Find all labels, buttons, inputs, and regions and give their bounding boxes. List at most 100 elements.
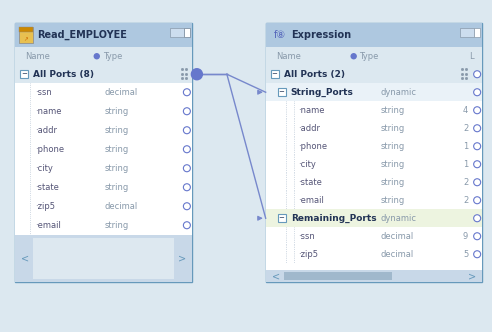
FancyBboxPatch shape: [460, 28, 474, 37]
Text: ·email: ·email: [35, 221, 61, 230]
Text: ·addr: ·addr: [35, 126, 57, 135]
FancyBboxPatch shape: [15, 121, 192, 140]
Circle shape: [474, 89, 481, 96]
FancyBboxPatch shape: [20, 70, 28, 78]
FancyBboxPatch shape: [266, 270, 482, 282]
Text: ·city: ·city: [35, 164, 53, 173]
Text: ·state: ·state: [298, 178, 322, 187]
FancyBboxPatch shape: [266, 191, 482, 209]
FancyBboxPatch shape: [33, 238, 174, 279]
Text: 1: 1: [463, 142, 468, 151]
Text: decimal: decimal: [105, 88, 138, 97]
Text: >: >: [468, 271, 476, 281]
Circle shape: [474, 143, 481, 150]
Text: 5: 5: [463, 250, 468, 259]
Text: dynamic: dynamic: [381, 88, 417, 97]
FancyBboxPatch shape: [170, 28, 184, 37]
Text: −: −: [272, 71, 277, 77]
Text: ·ssn: ·ssn: [35, 88, 52, 97]
Text: Name: Name: [276, 52, 301, 61]
Text: string: string: [105, 107, 129, 116]
FancyBboxPatch shape: [15, 65, 192, 83]
FancyBboxPatch shape: [277, 88, 286, 96]
FancyBboxPatch shape: [271, 70, 278, 78]
FancyBboxPatch shape: [15, 23, 192, 282]
Text: 4: 4: [463, 106, 468, 115]
FancyBboxPatch shape: [266, 65, 482, 83]
Text: decimal: decimal: [381, 232, 414, 241]
FancyBboxPatch shape: [266, 101, 482, 119]
Text: ·state: ·state: [35, 183, 59, 192]
FancyBboxPatch shape: [15, 47, 192, 65]
Text: ·zip5: ·zip5: [35, 202, 55, 211]
Text: decimal: decimal: [105, 202, 138, 211]
Circle shape: [94, 54, 99, 59]
Text: Expression: Expression: [291, 30, 351, 40]
Text: ·city: ·city: [298, 160, 315, 169]
FancyBboxPatch shape: [284, 272, 392, 280]
Text: ·name: ·name: [35, 107, 62, 116]
FancyBboxPatch shape: [15, 216, 192, 235]
Circle shape: [191, 69, 202, 80]
Text: string: string: [105, 164, 129, 173]
Circle shape: [351, 54, 356, 59]
Circle shape: [474, 161, 481, 168]
Text: ·zip5: ·zip5: [298, 250, 318, 259]
Circle shape: [474, 71, 481, 78]
Text: ·phone: ·phone: [35, 145, 64, 154]
Text: string: string: [381, 106, 405, 115]
Circle shape: [474, 107, 481, 114]
FancyBboxPatch shape: [15, 235, 192, 282]
Text: 9: 9: [463, 232, 468, 241]
FancyBboxPatch shape: [19, 27, 33, 43]
Text: string: string: [105, 145, 129, 154]
FancyBboxPatch shape: [266, 227, 482, 245]
Circle shape: [474, 125, 481, 132]
Circle shape: [184, 222, 190, 229]
Text: >: >: [178, 254, 186, 264]
Text: ·name: ·name: [298, 106, 324, 115]
FancyBboxPatch shape: [15, 159, 192, 178]
Circle shape: [474, 197, 481, 204]
FancyBboxPatch shape: [266, 137, 482, 155]
Text: String_Ports: String_Ports: [291, 88, 354, 97]
Circle shape: [184, 89, 190, 96]
Text: string: string: [381, 124, 405, 133]
FancyBboxPatch shape: [266, 47, 482, 65]
Text: 1: 1: [463, 160, 468, 169]
FancyBboxPatch shape: [277, 214, 286, 222]
Text: string: string: [105, 221, 129, 230]
FancyBboxPatch shape: [266, 245, 482, 263]
FancyBboxPatch shape: [19, 27, 33, 32]
Text: ·addr: ·addr: [298, 124, 320, 133]
Circle shape: [474, 251, 481, 258]
FancyBboxPatch shape: [15, 83, 192, 102]
FancyBboxPatch shape: [474, 28, 480, 37]
FancyBboxPatch shape: [15, 178, 192, 197]
Text: All Ports (2): All Ports (2): [284, 70, 345, 79]
Text: −: −: [279, 89, 284, 95]
Text: string: string: [381, 160, 405, 169]
Text: Name: Name: [25, 52, 50, 61]
Circle shape: [474, 215, 481, 222]
Text: ↗: ↗: [24, 37, 28, 42]
Text: string: string: [381, 142, 405, 151]
Circle shape: [184, 108, 190, 115]
Circle shape: [184, 184, 190, 191]
Text: Type: Type: [359, 52, 378, 61]
Text: <: <: [21, 254, 29, 264]
Text: <: <: [272, 271, 280, 281]
Circle shape: [184, 127, 190, 134]
Text: f⑧: f⑧: [274, 30, 286, 40]
Text: ·phone: ·phone: [298, 142, 327, 151]
Circle shape: [474, 233, 481, 240]
Text: ·ssn: ·ssn: [298, 232, 314, 241]
Text: string: string: [381, 196, 405, 205]
Text: All Ports (8): All Ports (8): [33, 70, 94, 79]
Circle shape: [184, 165, 190, 172]
FancyBboxPatch shape: [15, 140, 192, 159]
Circle shape: [184, 203, 190, 210]
Text: string: string: [381, 178, 405, 187]
Text: 2: 2: [463, 196, 468, 205]
Text: −: −: [279, 215, 284, 221]
